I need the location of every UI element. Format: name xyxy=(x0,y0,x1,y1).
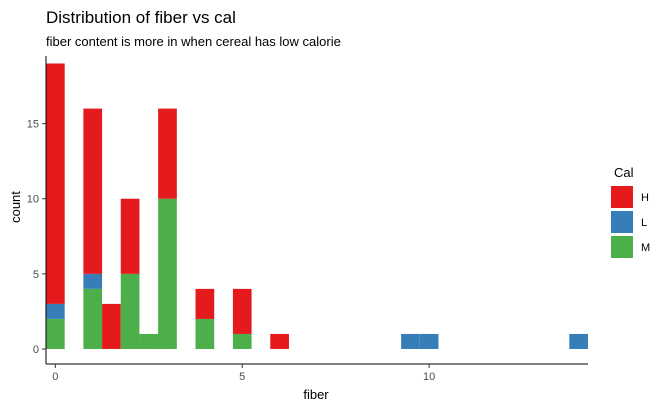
bar-L-1 xyxy=(83,273,103,289)
legend-key-H xyxy=(611,186,633,208)
bar-M-2 xyxy=(120,273,140,349)
bar-H-1_5 xyxy=(102,303,121,349)
legend-label-L: L xyxy=(641,217,647,229)
bar-L-10 xyxy=(419,333,439,349)
bar-H-4 xyxy=(195,288,215,319)
x-tick-label: 10 xyxy=(423,371,435,383)
bars-group xyxy=(46,63,588,349)
bar-M-3 xyxy=(158,198,177,349)
bar-H-1 xyxy=(83,108,103,274)
bar-M-0 xyxy=(46,318,65,349)
x-tick-label: 0 xyxy=(52,371,58,383)
chart-title: Distribution of fiber vs cal xyxy=(46,8,236,27)
bar-H-3 xyxy=(158,108,177,199)
legend-key-M xyxy=(611,236,633,258)
bar-M-1 xyxy=(83,288,103,349)
bar-H-5 xyxy=(232,288,252,334)
bar-H-2 xyxy=(120,198,140,274)
y-tick-label: 15 xyxy=(27,119,39,131)
x-ticks: 0 5 10 xyxy=(52,364,435,383)
bar-H-6 xyxy=(270,333,289,349)
legend-label-M: M xyxy=(641,242,650,254)
y-tick-label: 5 xyxy=(33,269,39,281)
bar-M-2_5 xyxy=(139,333,159,349)
bar-H-0 xyxy=(46,63,65,304)
bar-M-5 xyxy=(232,333,252,349)
bar-L-9_5 xyxy=(401,333,420,349)
bar-M-4 xyxy=(195,318,215,349)
bar-L-14 xyxy=(569,333,588,349)
bar-L-0 xyxy=(46,303,65,319)
y-tick-label: 0 xyxy=(33,344,39,356)
x-axis-title: fiber xyxy=(303,387,329,402)
legend-key-L xyxy=(611,211,633,233)
chart-subtitle: fiber content is more in when cereal has… xyxy=(46,34,341,49)
y-axis-title: count xyxy=(8,191,23,223)
legend: Cal H L M xyxy=(611,165,650,258)
legend-title: Cal xyxy=(614,165,634,180)
y-ticks: 0 5 10 15 xyxy=(27,119,46,356)
legend-label-H: H xyxy=(641,192,649,204)
y-tick-label: 10 xyxy=(27,194,39,206)
bar-M-2_75 xyxy=(153,333,163,349)
x-tick-label: 5 xyxy=(239,371,245,383)
